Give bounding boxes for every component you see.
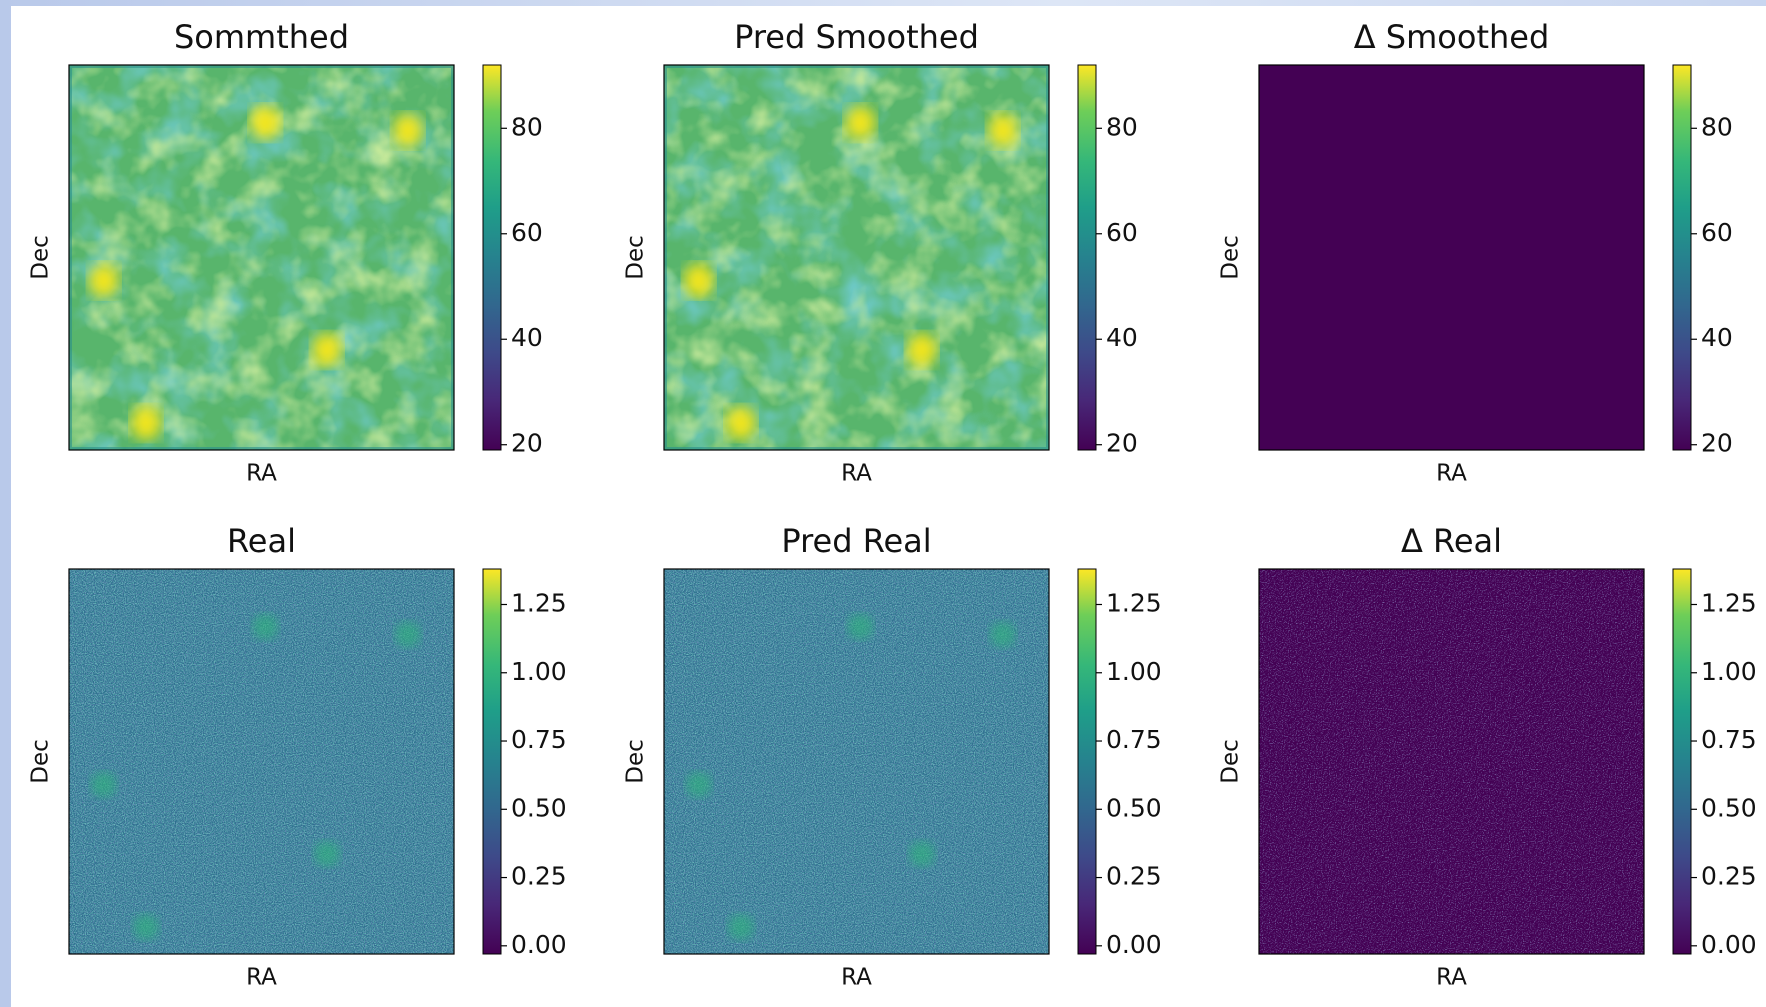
colorbar-tick-label: 60	[1701, 218, 1733, 247]
colorbar	[1672, 64, 1692, 451]
colorbar-tick-label: 1.25	[511, 588, 567, 617]
colorbar-tick-label: 0.50	[1106, 793, 1162, 822]
source-blob	[685, 771, 712, 798]
colorbar-tick-label: 20	[1701, 429, 1733, 458]
x-axis-label: RA	[246, 461, 277, 487]
image	[69, 569, 454, 954]
panel: Real RA Dec 0.00 0.25 0.50 0.75 1.00 1.25	[28, 522, 567, 991]
image	[1259, 65, 1644, 450]
source-blob	[90, 771, 117, 798]
colorbar-tick-label: 0.50	[511, 793, 567, 822]
panel-title: Sommthed	[174, 18, 349, 56]
colorbar-tick-label: 40	[1701, 323, 1733, 352]
x-axis-label: RA	[246, 965, 277, 991]
x-axis-label: RA	[1436, 965, 1467, 991]
source-blob	[728, 914, 754, 941]
colorbar-tick-label: 0.25	[511, 862, 567, 891]
colorbar	[482, 64, 502, 451]
colorbar-tick-label: 0.75	[511, 725, 567, 754]
source-blob	[313, 840, 340, 867]
panel-title: Δ Smoothed	[1354, 18, 1550, 56]
image	[664, 569, 1049, 954]
y-axis-label: Dec	[1218, 739, 1244, 784]
panel: Sommthed RA Dec 20 40 60 80	[28, 18, 543, 487]
panel: Δ Smoothed RA Dec 20 40 60 80	[1218, 18, 1733, 487]
colorbar-tick-label: 0.00	[1106, 930, 1162, 959]
colorbar-tick-label: 20	[511, 429, 543, 458]
x-axis-label: RA	[841, 461, 872, 487]
image	[69, 65, 454, 450]
y-axis-label: Dec	[623, 739, 649, 784]
panel-title: Real	[227, 522, 296, 560]
source-blob	[683, 263, 714, 298]
colorbar-tick-label: 0.50	[1701, 793, 1757, 822]
source-blob	[726, 406, 756, 441]
colorbar-tick-label: 0.00	[1701, 930, 1757, 959]
colorbar-tick-label: 20	[1106, 429, 1138, 458]
image-frame	[68, 568, 455, 955]
y-axis-label: Dec	[623, 235, 649, 280]
x-axis-label: RA	[841, 965, 872, 991]
image-frame	[68, 64, 455, 451]
colorbar	[1672, 568, 1692, 955]
colorbar-tick-label: 1.00	[511, 657, 567, 686]
source-blob	[394, 621, 421, 648]
source-blob	[989, 621, 1016, 648]
colorbar-tick-label: 0.75	[1106, 725, 1162, 754]
colorbar-tick-label: 1.00	[1701, 657, 1757, 686]
colorbar-tick-label: 1.25	[1701, 588, 1757, 617]
source-blob	[131, 406, 161, 441]
image-frame	[663, 568, 1050, 955]
panel-title: Pred Real	[781, 522, 931, 560]
image-frame	[663, 64, 1050, 451]
image-frame	[1258, 568, 1645, 955]
y-axis-label: Dec	[1218, 235, 1244, 280]
source-blob	[906, 332, 937, 367]
source-blob	[987, 113, 1018, 148]
colorbar	[1077, 568, 1097, 955]
source-blob	[133, 914, 159, 941]
image-frame	[1258, 64, 1645, 451]
source-blob	[311, 332, 342, 367]
colorbar-tick-label: 0.25	[1701, 862, 1757, 891]
x-axis-label: RA	[1436, 461, 1467, 487]
colorbar-tick-label: 1.25	[1106, 588, 1162, 617]
source-blob	[392, 113, 423, 148]
source-blob	[845, 105, 876, 140]
colorbar-tick-label: 60	[1106, 218, 1138, 247]
y-axis-label: Dec	[28, 235, 54, 280]
image	[664, 65, 1049, 450]
colorbar	[1077, 64, 1097, 451]
panel: Pred Real RA Dec 0.00 0.25 0.50 0.75 1.00 1.25	[623, 522, 1162, 991]
colorbar-tick-label: 0.75	[1701, 725, 1757, 754]
image-layer	[1259, 569, 1644, 954]
colorbar-tick-label: 60	[511, 218, 543, 247]
source-blob	[908, 840, 935, 867]
image	[1259, 569, 1644, 954]
colorbar-tick-label: 0.00	[511, 930, 567, 959]
colorbar-tick-label: 1.00	[1106, 657, 1162, 686]
panel: Δ Real RA Dec 0.00 0.25 0.50 0.75 1.00 1.25	[1218, 522, 1757, 991]
colorbar-tick-label: 80	[511, 112, 543, 141]
panel-title: Δ Real	[1401, 522, 1502, 560]
source-blob	[250, 105, 281, 140]
colorbar-tick-label: 40	[511, 323, 543, 352]
colorbar-tick-label: 0.25	[1106, 862, 1162, 891]
panel: Pred Smoothed RA Dec 20 40 60 80	[623, 18, 1138, 487]
source-blob	[88, 263, 119, 298]
colorbar-tick-label: 80	[1701, 112, 1733, 141]
image-layer	[1259, 65, 1644, 450]
colorbar-tick-label: 80	[1106, 112, 1138, 141]
panel-title: Pred Smoothed	[734, 18, 979, 56]
source-blob	[252, 613, 279, 640]
colorbar-tick-label: 40	[1106, 323, 1138, 352]
y-axis-label: Dec	[28, 739, 54, 784]
source-blob	[847, 613, 874, 640]
colorbar	[482, 568, 502, 955]
